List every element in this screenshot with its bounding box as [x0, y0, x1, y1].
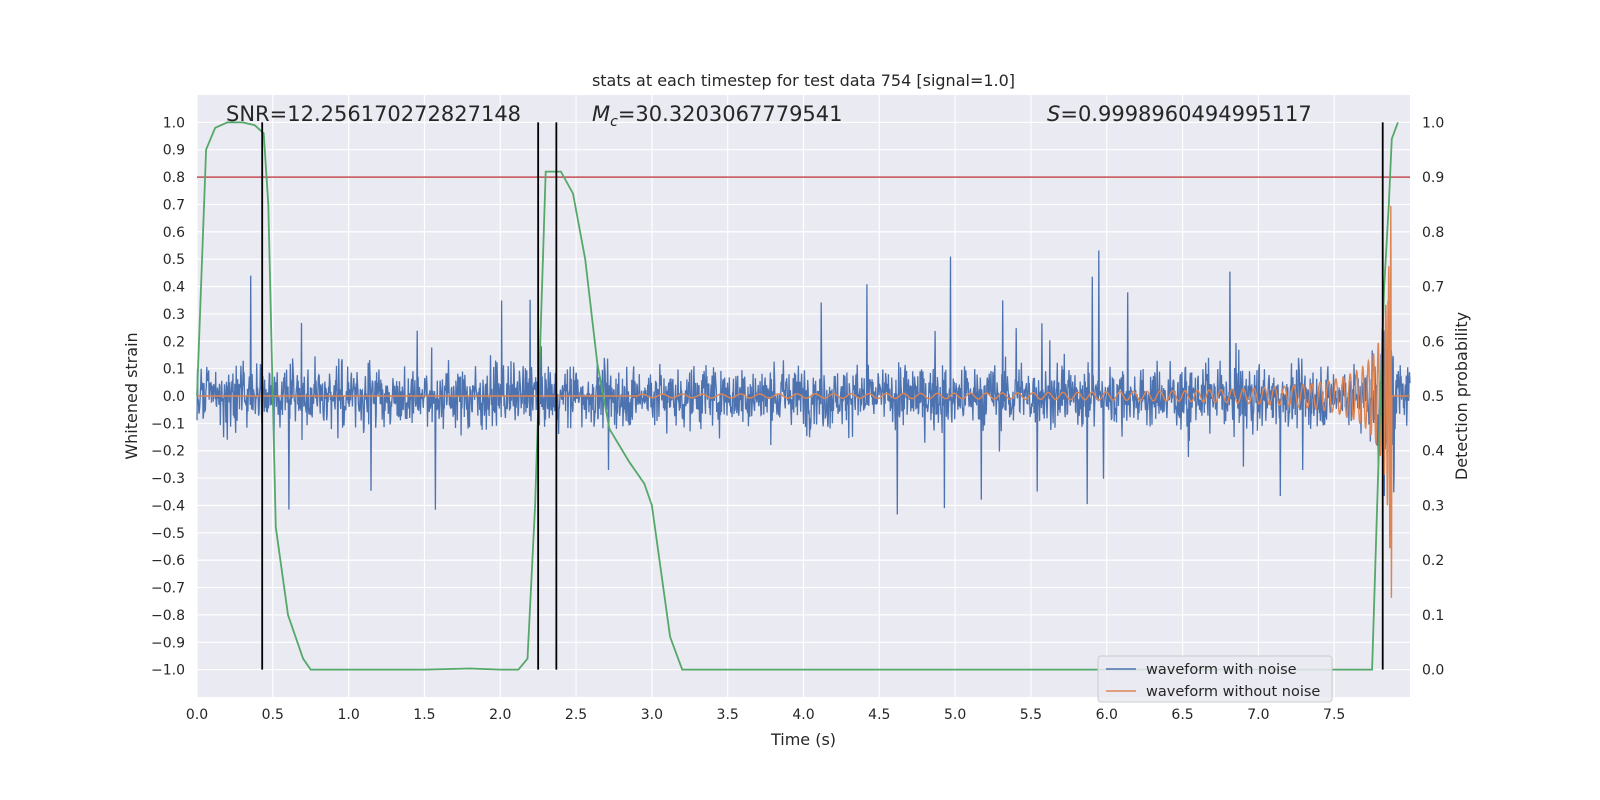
x-tick-label: 4.5: [868, 707, 890, 723]
series-waveform-without-noise: [197, 205, 1410, 598]
x-tick-label: 6.5: [1171, 707, 1193, 723]
waveform-with-noise-line: [196, 250, 1411, 515]
y2-tick-label: 0.7: [1422, 280, 1444, 296]
y2-axis-label: Detection probability: [1452, 312, 1471, 480]
series-waveform-with-noise: [196, 250, 1411, 515]
y-tick-label: 0.1: [163, 362, 185, 378]
y2-tick-label: 1.0: [1422, 115, 1444, 131]
s-value: =0.9998960494995117: [1060, 102, 1311, 126]
y2-tick-label: 0.1: [1422, 608, 1444, 624]
x-tick-label: 2.5: [565, 707, 587, 723]
y-tick-label: −0.7: [151, 581, 185, 597]
y-tick-label: 0.4: [163, 280, 185, 296]
y-tick-label: −0.4: [151, 498, 185, 514]
y2-tick-label: 0.8: [1422, 225, 1444, 241]
x-tick-label: 1.0: [337, 707, 359, 723]
y-tick-label: 0.9: [163, 143, 185, 159]
score-annotation: S=0.9998960494995117: [1047, 102, 1312, 126]
mc-subscript: c: [610, 114, 618, 130]
y-tick-label: 0.5: [163, 252, 185, 268]
x-tick-label: 0.0: [186, 707, 208, 723]
x-tick-label: 7.0: [1247, 707, 1269, 723]
y-tick-label: −0.9: [151, 635, 185, 651]
chart-title: stats at each timestep for test data 754…: [592, 71, 1015, 90]
y2-tick-label: 0.9: [1422, 170, 1444, 186]
x-tick-label: 5.5: [1020, 707, 1042, 723]
y-tick-label: −1.0: [151, 663, 185, 679]
y2-tick-label: 0.3: [1422, 498, 1444, 514]
x-tick-label: 3.5: [717, 707, 739, 723]
y-tick-label: −0.2: [151, 444, 185, 460]
legend: waveform with noise waveform without noi…: [1097, 655, 1333, 703]
y2-tick-label: 0.2: [1422, 553, 1444, 569]
legend-box: [1097, 655, 1333, 703]
ticks: 0.0 0.5 1.0 1.5 2.0 2.5 3.0 3.5 4.0 4.5 5.0 5.5 6.0 6…: [151, 115, 1444, 723]
y-tick-label: −0.8: [151, 608, 185, 624]
y-axis-label: Whitened strain: [122, 332, 141, 459]
waveform-without-noise-line: [197, 205, 1410, 598]
snr-annotation: SNR=12.256170272827148: [226, 102, 521, 126]
y-tick-label: 0.7: [163, 197, 185, 213]
mc-symbol: M: [592, 102, 610, 126]
y-tick-label: −0.6: [151, 553, 185, 569]
y-tick-label: −0.3: [151, 471, 185, 487]
chirp-mass-annotation: Mc=30.3203067779541: [592, 102, 843, 130]
y2-tick-label: 0.0: [1422, 663, 1444, 679]
y2-tick-label: 0.4: [1422, 444, 1444, 460]
mc-value: =30.3203067779541: [618, 102, 843, 126]
y2-tick-label: 0.5: [1422, 389, 1444, 405]
legend-label-noise: waveform with noise: [1146, 662, 1297, 678]
x-tick-label: 7.5: [1323, 707, 1345, 723]
x-tick-label: 4.0: [792, 707, 814, 723]
legend-label-clean: waveform without noise: [1146, 684, 1320, 700]
y2-tick-label: 0.6: [1422, 334, 1444, 350]
x-tick-label: 6.0: [1096, 707, 1118, 723]
y-tick-label: 0.2: [163, 334, 185, 350]
y-tick-label: 0.6: [163, 225, 185, 241]
y-tick-label: −0.5: [151, 526, 185, 542]
s-symbol: S: [1047, 102, 1060, 126]
x-tick-label: 5.0: [944, 707, 966, 723]
y-tick-label: 0.8: [163, 170, 185, 186]
vertical-markers: [261, 122, 1384, 670]
x-tick-label: 0.5: [262, 707, 284, 723]
y-tick-label: 1.0: [163, 115, 185, 131]
x-tick-label: 3.0: [641, 707, 663, 723]
y-tick-label: 0.0: [163, 389, 185, 405]
y-tick-label: −0.1: [151, 416, 185, 432]
x-tick-label: 2.0: [489, 707, 511, 723]
x-tick-label: 1.5: [413, 707, 435, 723]
y-tick-label: 0.3: [163, 307, 185, 323]
x-axis-label: Time (s): [770, 730, 836, 749]
